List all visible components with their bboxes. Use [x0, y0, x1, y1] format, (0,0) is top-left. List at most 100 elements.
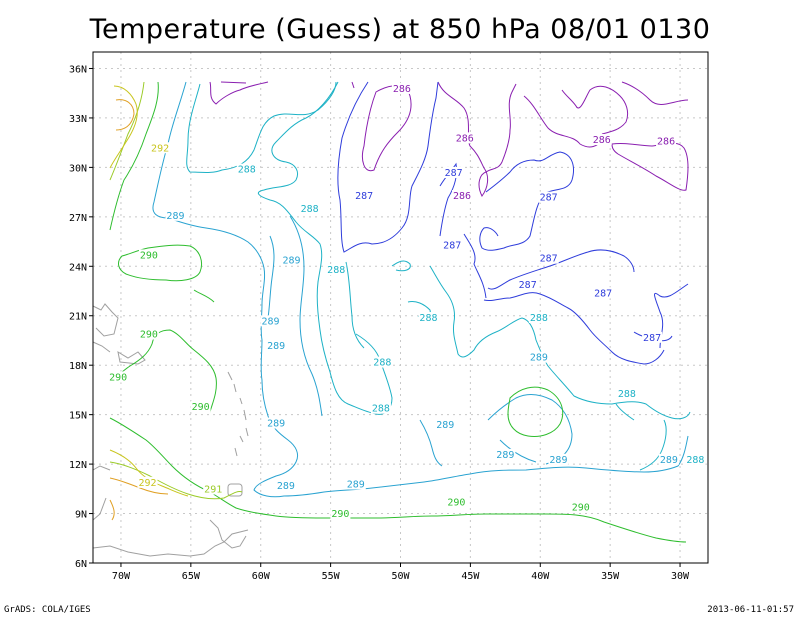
contour-label-287: 287: [594, 288, 612, 299]
contour-label-286: 286: [393, 84, 411, 95]
contour-label-background: [591, 134, 612, 146]
contour-label-background: [345, 478, 366, 490]
y-tick-label: 24N: [69, 262, 87, 273]
contour-label-background: [260, 315, 281, 327]
contour-label-291: 291: [204, 484, 222, 495]
contour-label-background: [165, 209, 186, 221]
contour-label-287: 287: [443, 241, 461, 252]
coastline-cuba-east: [92, 341, 111, 353]
contour-label-286: 286: [657, 137, 675, 148]
y-tick-label: 36N: [69, 64, 87, 75]
land-outlines: [92, 303, 249, 557]
coastline-south-america: [92, 529, 249, 557]
contour-label-background: [372, 356, 393, 368]
x-tick-label: 45W: [461, 571, 480, 582]
coastline-central-america: [92, 497, 107, 521]
contour-label-286: 286: [456, 133, 474, 144]
contour-label-289: 289: [530, 353, 548, 364]
contour-label-background: [658, 453, 679, 465]
contour-label-292: 292: [138, 478, 156, 489]
contour-label-background: [190, 401, 211, 413]
contour-label-292: 292: [151, 143, 169, 154]
coastline-colombia: [92, 465, 111, 471]
contour-label-background: [446, 496, 467, 508]
y-tick-label: 33N: [69, 114, 87, 125]
contour-label-background: [281, 254, 302, 266]
contour-label-289: 289: [267, 341, 285, 352]
contour-label-289: 289: [282, 255, 300, 266]
x-tick-label: 50W: [391, 571, 410, 582]
contour-label-289: 289: [261, 316, 279, 327]
contour-label-background: [685, 453, 706, 465]
contour-label-background: [528, 351, 549, 363]
contour-label-background: [454, 132, 475, 144]
lesser-antilles: [227, 371, 249, 457]
contour-label-background: [391, 82, 412, 94]
coastline-hispaniola: [92, 303, 119, 337]
x-tick-label: 30W: [671, 571, 690, 582]
trinidad: [227, 483, 243, 497]
contours-287: [337, 81, 689, 365]
contours-289: [152, 81, 689, 498]
contour-label-background: [138, 249, 159, 261]
contour-label-289: 289: [496, 450, 514, 461]
contour-label-290: 290: [447, 498, 465, 509]
contour-label-background: [266, 340, 287, 352]
contours-290: [109, 81, 687, 543]
y-tick-label: 6N: [75, 559, 87, 570]
axis-ticks: 70W 65W 60W 55W 50W 45W 40W 35W 30W 6N 9N 12N 15N 18N…: [69, 64, 690, 582]
x-tick-label: 35W: [601, 571, 620, 582]
y-tick-label: 15N: [69, 411, 87, 422]
y-tick-label: 9N: [75, 510, 87, 521]
contour-label-290: 290: [109, 372, 127, 383]
contour-label-288: 288: [238, 165, 256, 176]
contour-label-288: 288: [373, 358, 391, 369]
contour-label-289: 289: [267, 419, 285, 430]
x-tick-label: 60W: [252, 571, 271, 582]
contour-label-287: 287: [540, 193, 558, 204]
contour-label-289: 289: [166, 211, 184, 222]
contour-label-background: [548, 453, 569, 465]
contour-label-background: [452, 190, 472, 202]
contour-label-background: [354, 190, 375, 202]
contours-291: [109, 81, 243, 500]
contour-label-background: [138, 328, 159, 340]
contour-label-background: [538, 252, 559, 264]
contour-label-289: 289: [277, 481, 295, 492]
contour-label-288: 288: [686, 455, 704, 466]
y-tick-label: 12N: [69, 460, 87, 471]
contour-label-background: [593, 287, 614, 299]
contour-label-background: [435, 419, 456, 431]
coastline-puerto-rico: [117, 350, 146, 365]
contour-label-background: [275, 480, 296, 492]
contour-label-286: 286: [453, 191, 471, 202]
contour-label-289: 289: [549, 455, 567, 466]
contour-label-288: 288: [372, 404, 390, 415]
contour-label-289: 289: [660, 455, 678, 466]
contour-label-287: 287: [540, 254, 558, 265]
contour-label-background: [330, 508, 351, 520]
contour-label-288: 288: [327, 265, 345, 276]
x-tick-label: 55W: [322, 571, 341, 582]
coastline-venezuela-east: [209, 519, 247, 549]
contour-label-background: [299, 203, 320, 215]
contour-label-287: 287: [643, 333, 661, 344]
x-tick-label: 40W: [531, 571, 550, 582]
contour-label-background: [203, 483, 224, 495]
contour-label-290: 290: [572, 503, 590, 514]
y-tick-label: 30N: [69, 163, 87, 174]
contour-label-background: [538, 191, 559, 203]
contour-label-background: [443, 166, 464, 178]
contours-288: [186, 81, 691, 471]
contour-label-289: 289: [347, 480, 365, 491]
y-tick-label: 18N: [69, 361, 87, 372]
contour-label-289: 289: [436, 420, 454, 431]
x-tick-label: 70W: [112, 571, 131, 582]
plot-title: Temperature (Guess) at 850 hPa 08/01 013…: [89, 14, 711, 45]
contour-label-290: 290: [331, 509, 349, 520]
contour-label-background: [616, 387, 637, 399]
y-tick-label: 27N: [69, 213, 87, 224]
contour-label-background: [108, 371, 129, 383]
contour-label-287: 287: [355, 191, 373, 202]
